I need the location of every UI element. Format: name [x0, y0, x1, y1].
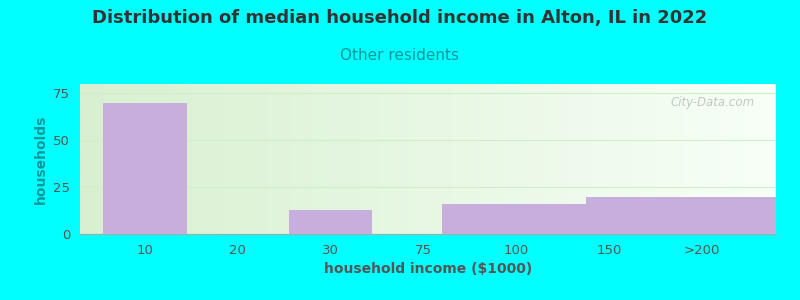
Text: Distribution of median household income in Alton, IL in 2022: Distribution of median household income …: [92, 9, 708, 27]
X-axis label: household income ($1000): household income ($1000): [324, 262, 532, 276]
Bar: [442, 204, 590, 234]
Bar: [289, 210, 372, 234]
Y-axis label: households: households: [34, 114, 48, 204]
Text: Other residents: Other residents: [341, 48, 459, 63]
Text: City-Data.com: City-Data.com: [671, 96, 755, 109]
Bar: [586, 196, 800, 234]
Bar: [103, 103, 186, 234]
